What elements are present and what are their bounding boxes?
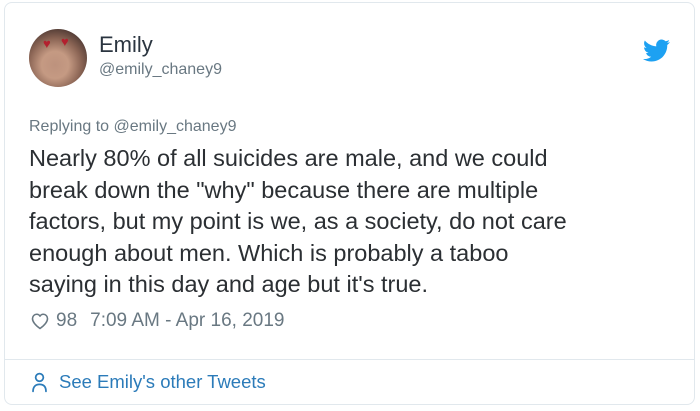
like-count[interactable]: 98 <box>56 309 78 331</box>
tweet-footer: See Emily's other Tweets <box>5 359 694 404</box>
avatar-heart-filter-icon: ♥ <box>61 34 69 49</box>
tweet-body: Nearly 80% of all suicides are male, and… <box>29 143 670 301</box>
replying-to[interactable]: Replying to @emily_chaney9 <box>29 118 237 135</box>
tweet-card: ♥ ♥ Emily @emily_chaney9 Replying to @em… <box>4 2 695 405</box>
tweet-meta: 98 7:09 AM - Apr 16, 2019 <box>29 310 670 332</box>
timestamp[interactable]: 7:09 AM - Apr 16, 2019 <box>90 309 285 331</box>
person-outline-icon[interactable] <box>29 371 50 394</box>
see-other-tweets-link[interactable]: See Emily's other Tweets <box>59 371 266 392</box>
avatar[interactable]: ♥ ♥ <box>29 29 87 87</box>
tweet-body-line: break down the "why" because there are m… <box>29 176 539 203</box>
heart-outline-icon[interactable] <box>29 310 51 332</box>
author-handle[interactable]: @emily_chaney9 <box>99 61 222 78</box>
tweet-header: ♥ ♥ Emily @emily_chaney9 <box>5 3 694 87</box>
tweet-body-line: saying in this day and age but it's true… <box>29 271 429 297</box>
author-name[interactable]: Emily <box>99 32 153 57</box>
tweet-body-line: Nearly 80% of all suicides are male, and… <box>29 145 548 171</box>
twitter-bird-icon[interactable] <box>643 29 670 69</box>
tweet-body-line: enough about men. Which is probably a ta… <box>29 239 509 266</box>
tweet-body-line: factors, but my point is we, as a societ… <box>29 208 567 234</box>
author-block: Emily @emily_chaney9 <box>99 29 222 80</box>
avatar-heart-filter-icon: ♥ <box>43 36 51 51</box>
